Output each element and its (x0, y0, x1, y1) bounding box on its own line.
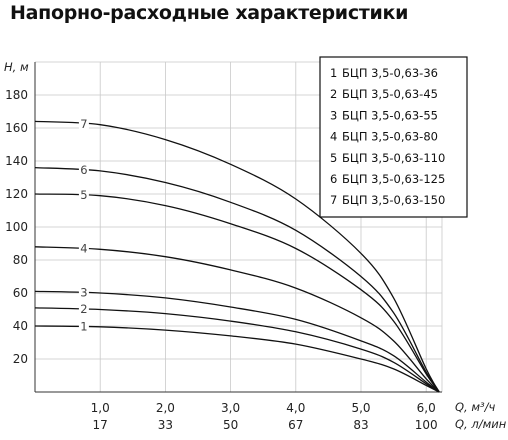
curve-label-bg (78, 302, 89, 316)
x-tick-label: 2,0 (156, 401, 175, 415)
x2-tick-label: 17 (93, 418, 108, 432)
y-tick-label: 160 (5, 121, 28, 135)
legend-entry: БЦП 3,5-0,63-110 (342, 151, 445, 165)
x-tick-label: 6,0 (417, 401, 436, 415)
curve-7 (34, 120, 440, 393)
legend-entry: БЦП 3,5-0,63-125 (342, 172, 445, 186)
x2-tick-label: 50 (223, 418, 238, 432)
curve-6 (34, 166, 440, 393)
x-tick-label: 5,0 (351, 401, 370, 415)
curve-number-label: 7 (80, 117, 87, 131)
curve-label-bg (78, 241, 89, 255)
x-axis-label: Q, м³/ч (455, 400, 496, 414)
y-tick-label: 180 (5, 88, 28, 102)
legend-box (319, 56, 468, 218)
legend-number: 1 (330, 66, 337, 80)
x-tick-label: 1,0 (91, 401, 110, 415)
y-tick-label: 60 (13, 286, 28, 300)
curve-label-bg (78, 285, 89, 299)
x2-tick-label: 67 (288, 418, 303, 432)
curve-number-label: 5 (80, 188, 87, 202)
legend-number: 4 (330, 130, 337, 144)
curve-4 (34, 246, 440, 393)
legend-entry: БЦП 3,5-0,63-150 (342, 193, 445, 207)
legend: 1 БЦП 3,5-0,63-36 2 БЦП 3,5-0,63-45 3 БЦП 3,5… (319, 56, 468, 218)
curve-label-bg (78, 188, 89, 202)
curve-number-label: 4 (80, 242, 87, 256)
legend-entry: БЦП 3,5-0,63-55 (342, 108, 438, 122)
curve-2 (34, 307, 440, 393)
y-tick-label: 120 (5, 187, 28, 201)
legend-number: 6 (330, 172, 337, 186)
legend-entry: БЦП 3,5-0,63-36 (342, 66, 438, 80)
curve-label-bg (78, 163, 89, 177)
legend-entry: БЦП 3,5-0,63-80 (342, 130, 438, 144)
curve-5 (34, 193, 440, 393)
legend-number: 7 (330, 193, 337, 207)
legend-number: 5 (330, 151, 337, 165)
curves: 1 2 3 4 5 6 7 (34, 116, 440, 393)
y-tick-label: 80 (13, 253, 28, 267)
x2-tick-label: 100 (415, 418, 438, 432)
x2-tick-label: 83 (353, 418, 368, 432)
legend-number: 2 (330, 87, 337, 101)
curve-number-label: 2 (80, 302, 87, 316)
x-tick-label: 4,0 (286, 401, 305, 415)
curve-label-bg (78, 319, 89, 333)
x2-axis-label: Q, л/мин (455, 417, 507, 431)
curve-number-label: 1 (80, 320, 87, 334)
curve-number-label: 6 (80, 163, 87, 177)
curve-label-bg (78, 116, 89, 130)
axes: 20 40 60 80 100 120 140 160 180 H, м 1,0 2,0 3,0 4,0 5… (4, 60, 507, 432)
y-tick-label: 140 (5, 154, 28, 168)
y-tick-label: 40 (13, 319, 28, 333)
curve-3 (34, 290, 440, 393)
y-tick-label: 20 (13, 352, 28, 366)
legend-entry: БЦП 3,5-0,63-45 (342, 87, 438, 101)
x-tick-label: 3,0 (221, 401, 240, 415)
curve-1 (34, 325, 440, 393)
legend-number: 3 (330, 108, 337, 122)
y-axis-label: H, м (4, 60, 29, 74)
y-tick-label: 100 (5, 220, 28, 234)
chart-title: Напорно-расходные характеристики (10, 2, 409, 24)
curve-number-label: 3 (80, 286, 87, 300)
x2-tick-label: 33 (158, 418, 173, 432)
